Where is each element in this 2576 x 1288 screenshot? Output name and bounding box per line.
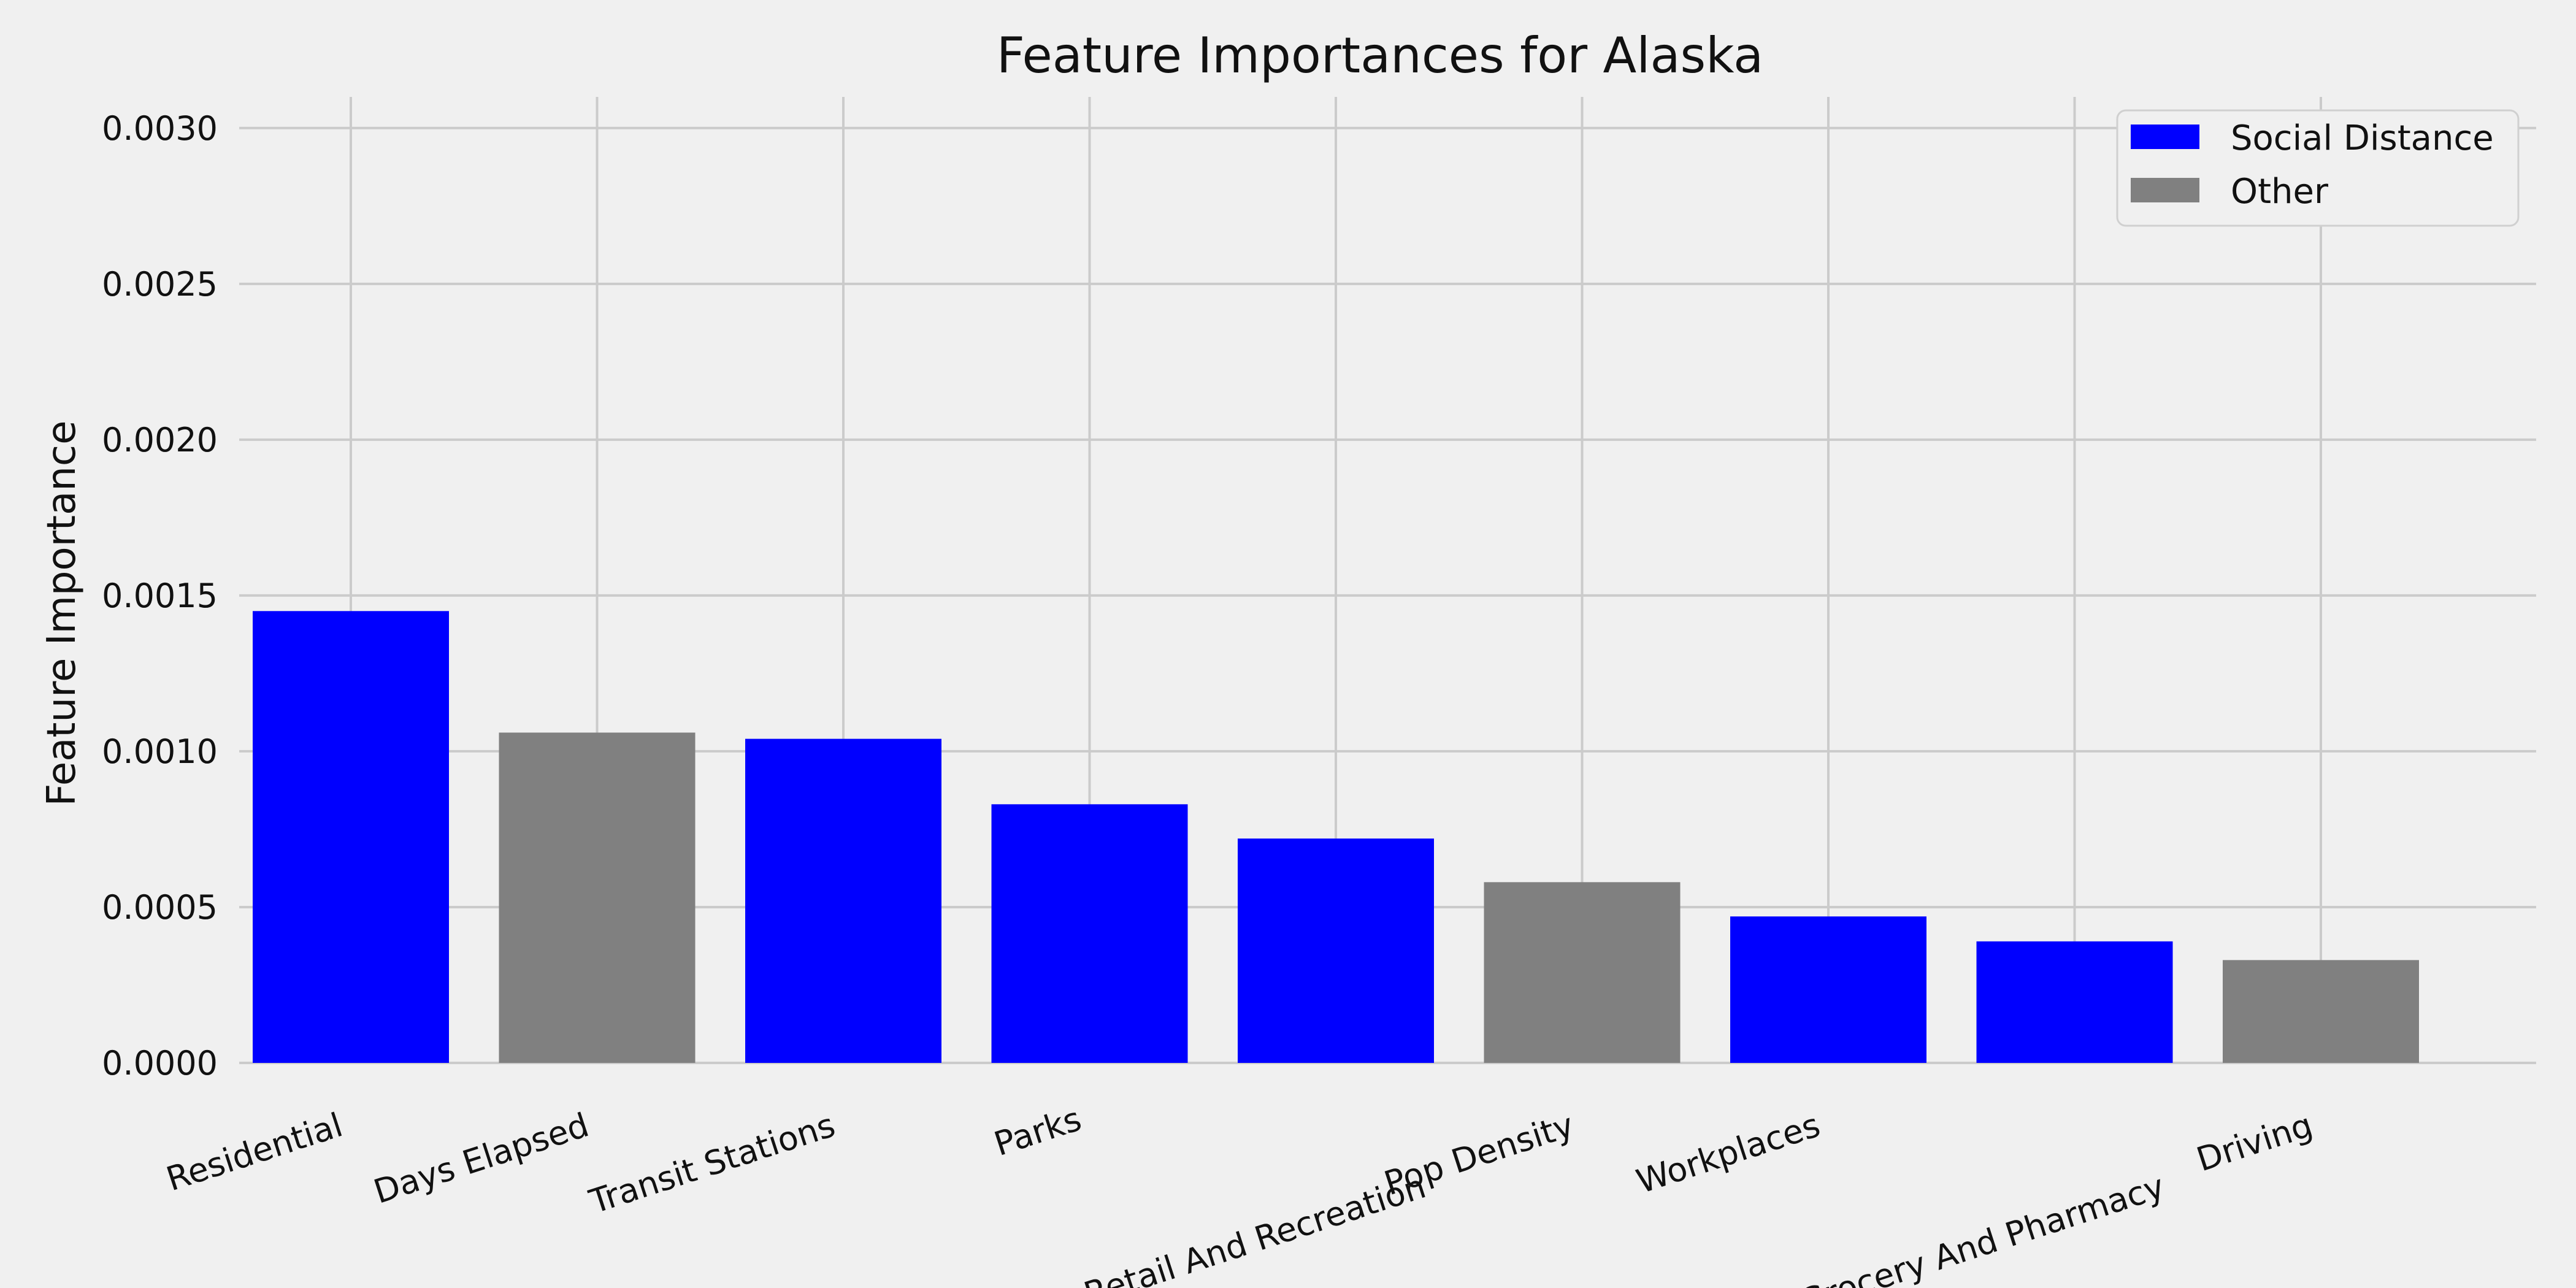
bar-transit-stations xyxy=(745,738,941,1063)
y-tick-label-1: 0.0005 xyxy=(102,888,218,927)
bar-driving xyxy=(2223,960,2419,1063)
y-tick-label-3: 0.0015 xyxy=(102,577,218,615)
bar-parks xyxy=(991,804,1188,1063)
legend: Social Distance Other xyxy=(2116,109,2520,227)
bar-retail-and-recreation xyxy=(1238,838,1434,1063)
y-tick-label-6: 0.0030 xyxy=(102,109,218,148)
y-tick-label-5: 0.0025 xyxy=(102,265,218,304)
x-tick-label-7: Grocery And Pharmacy xyxy=(1795,1167,2169,1288)
bar-workplaces xyxy=(1730,916,1926,1063)
legend-box xyxy=(2116,109,2520,227)
x-tick-label-0: Residential xyxy=(162,1105,347,1198)
x-tick-label-2: Transit Stations xyxy=(585,1105,840,1221)
bars-group xyxy=(253,611,2419,1063)
bar-days-elapsed xyxy=(499,732,696,1063)
x-tick-label-8: Driving xyxy=(2192,1105,2317,1179)
y-tick-label-2: 0.0010 xyxy=(102,732,218,771)
bar-pop-density xyxy=(1484,882,1681,1063)
legend-label-social-distance: Social Distance xyxy=(2231,118,2494,158)
x-tick-label-1: Days Elapsed xyxy=(369,1105,594,1211)
chart-title: Feature Importances for Alaska xyxy=(997,27,1763,84)
x-tick-label-6: Workplaces xyxy=(1632,1105,1825,1201)
x-tick-label-3: Parks xyxy=(989,1099,1086,1163)
y-tick-labels: 0.0000 0.0005 0.0010 0.0015 0.0020 0.0025 0.00… xyxy=(102,109,218,1083)
y-tick-label-4: 0.0020 xyxy=(102,421,218,459)
y-tick-label-0: 0.0000 xyxy=(102,1044,218,1083)
x-tick-label-4: Retail And Recreation xyxy=(1079,1167,1430,1288)
legend-swatch-other xyxy=(2131,178,2199,202)
legend-swatch-social-distance xyxy=(2131,125,2199,149)
y-axis-label: Feature Importance xyxy=(39,421,85,807)
x-tick-label-5: Pop Density xyxy=(1379,1105,1578,1203)
bar-grocery-and-pharmacy xyxy=(1976,941,2173,1063)
bar-residential xyxy=(253,611,449,1063)
legend-label-other: Other xyxy=(2231,172,2329,212)
